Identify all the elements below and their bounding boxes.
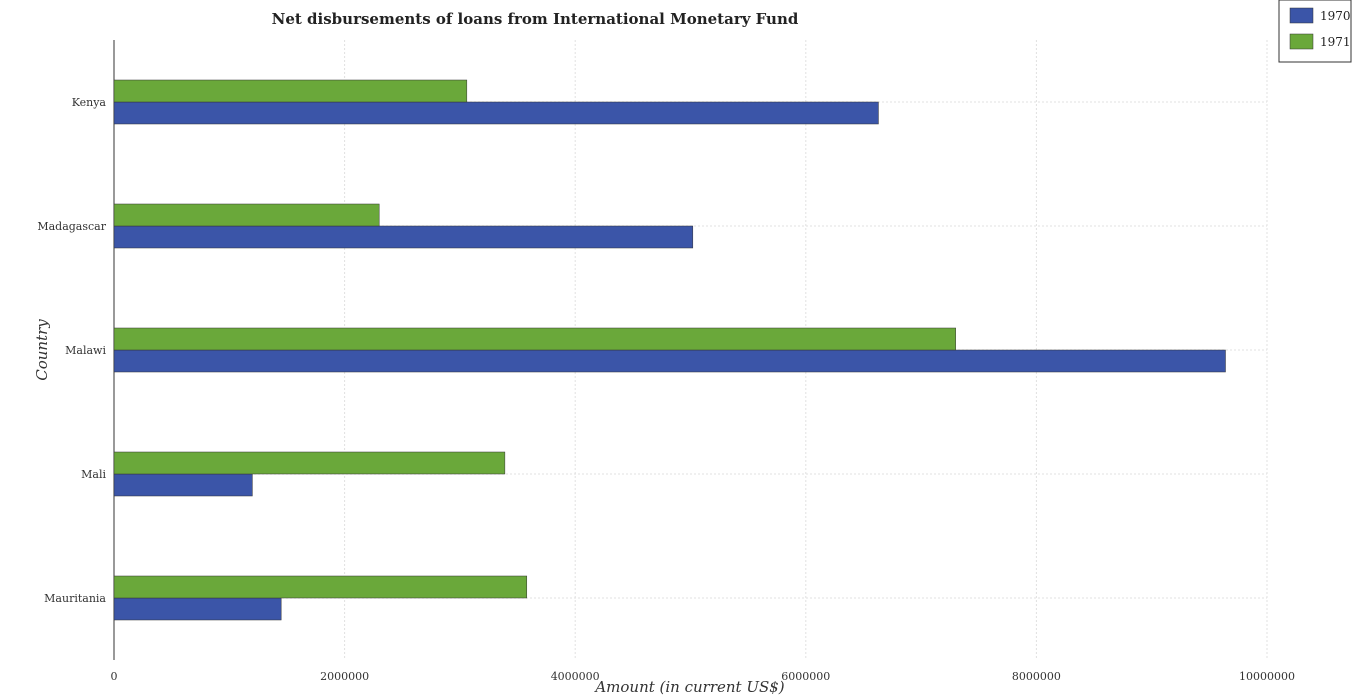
bar-1970-kenya — [113, 101, 879, 125]
legend-swatch-1971 — [1289, 33, 1314, 50]
y-tick-label: Kenya — [72, 96, 107, 109]
bar-1971-mali — [113, 451, 506, 475]
x-tick-label: 6000000 — [781, 670, 830, 683]
y-tick-label: Malawi — [65, 344, 106, 357]
x-tick-label: 8000000 — [1012, 670, 1061, 683]
y-tick-label: Madagascar — [37, 220, 106, 233]
bars — [113, 79, 1226, 621]
legend-swatch-1970 — [1289, 7, 1314, 24]
bar-1970-mauritania — [113, 597, 282, 621]
legend: 1970 1971 — [1278, 0, 1352, 63]
y-axis-label: Country — [33, 319, 51, 381]
bar-1970-malawi — [113, 349, 1226, 373]
bar-1971-malawi — [113, 327, 956, 351]
bar-1970-madagascar — [113, 225, 694, 249]
bar-1971-mauritania — [113, 575, 528, 599]
chart-title: Net disbursements of loans from Internat… — [272, 10, 799, 28]
y-tick-label: Mali — [81, 468, 106, 481]
y-tick-label: Mauritania — [44, 592, 106, 605]
legend-label-1970: 1970 — [1320, 9, 1351, 23]
x-tick-label: 4000000 — [551, 670, 600, 683]
x-tick-label: 0 — [111, 670, 118, 683]
x-axis-label: Amount (in current US$) — [593, 678, 784, 696]
x-tick-label: 2000000 — [320, 670, 369, 683]
legend-label-1971: 1971 — [1320, 35, 1351, 49]
y-ticks: Kenya Madagascar Malawi Mali Mauritania — [37, 96, 106, 605]
x-tick-label: 10000000 — [1239, 670, 1295, 683]
bar-1971-kenya — [113, 79, 468, 103]
x-ticks: 0 2000000 4000000 6000000 8000000 10000000 — [111, 670, 1296, 683]
bar-1971-madagascar — [113, 203, 380, 227]
bar-1970-mali — [113, 473, 253, 497]
